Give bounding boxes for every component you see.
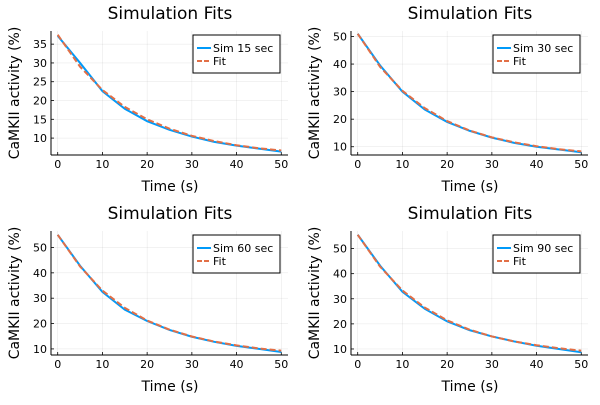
subplot-2: 0 10 20 30 40 50 10 20 30 40 50 Simulation Fits Time… [307,4,588,195]
plot-title: Simulation Fits [408,4,533,24]
legend-label: Sim 60 sec [213,242,273,255]
y-axis-label: CaMKII activity (%) [307,227,323,360]
legend-box [192,234,281,274]
y-tick-label: 40 [33,267,47,280]
x-tick-label: 30 [485,358,499,371]
x-axis-label: Time (s) [441,179,499,195]
series-line-fit [356,33,582,153]
y-axis-label: CaMKII activity (%) [7,27,23,160]
x-axis-label: Time (s) [141,179,199,195]
y-tick-label: 35 [33,38,47,51]
y-tick-label: 30 [33,292,47,305]
x-tick-label: 0 [354,358,361,371]
x-tick-label: 50 [274,158,288,171]
legend-label: Fit [513,55,527,68]
legend-label: Sim 30 sec [513,42,573,55]
x-tick-label: 50 [574,358,588,371]
legend-label: Sim 90 sec [513,242,573,255]
x-tick-label: 20 [140,158,154,171]
legend-box [492,234,581,274]
x-tick-label: 30 [185,358,199,371]
x-tick-label: 20 [440,358,454,371]
y-tick-label: 20 [33,95,47,108]
x-tick-label: 50 [274,358,288,371]
y-tick-label: 50 [33,241,47,254]
y-tick-label: 10 [333,141,347,154]
plot-title: Simulation Fits [108,4,233,24]
y-tick-label: 20 [333,113,347,126]
y-tick-label: 25 [33,76,47,89]
y-tick-label: 20 [33,318,47,331]
y-tick-label: 40 [333,58,347,71]
x-tick-label: 30 [485,158,499,171]
x-axis-label: Time (s) [141,379,199,395]
y-tick-label: 30 [333,293,347,306]
plot-title: Simulation Fits [408,204,533,224]
series-line-fit [56,34,282,152]
legend-box [192,34,281,74]
legend-label: Fit [513,255,527,268]
legend-label: Sim 15 sec [213,42,273,55]
y-tick-label: 30 [33,57,47,70]
x-tick-label: 20 [440,158,454,171]
y-tick-label: 50 [333,31,347,44]
legend-box [492,34,581,74]
y-tick-label: 40 [333,268,347,281]
x-tick-label: 50 [574,158,588,171]
x-tick-label: 0 [54,158,61,171]
x-tick-label: 10 [395,158,409,171]
y-tick-label: 30 [333,86,347,99]
y-axis-label: CaMKII activity (%) [307,27,323,160]
subplot-1: 0 10 20 30 40 50 10 15 20 25 30 35 Simulation Fits Ti… [7,4,288,195]
y-axis-label: CaMKII activity (%) [7,227,23,360]
x-tick-label: 20 [140,358,154,371]
plot-title: Simulation Fits [108,204,233,224]
y-tick-label: 10 [333,343,347,356]
x-tick-label: 0 [54,358,61,371]
x-tick-label: 40 [230,358,244,371]
y-tick-label: 15 [33,113,47,126]
x-tick-label: 10 [395,358,409,371]
x-tick-label: 40 [530,158,544,171]
y-tick-label: 10 [33,132,47,145]
series-line-fit [56,234,282,352]
legend-label: Fit [213,55,227,68]
x-tick-label: 30 [185,158,199,171]
y-tick-label: 50 [333,243,347,256]
legend-label: Fit [213,255,227,268]
x-tick-label: 0 [354,158,361,171]
y-tick-label: 20 [333,318,347,331]
subplot-3: 0 10 20 30 40 50 10 20 30 40 50 Simulation Fits Time… [7,204,288,395]
x-axis-label: Time (s) [441,379,499,395]
x-tick-label: 40 [230,158,244,171]
series-line-fit [356,234,582,352]
x-tick-label: 10 [95,158,109,171]
subplot-4: 0 10 20 30 40 50 10 20 30 40 50 Simulation Fits Time… [307,204,588,395]
x-tick-label: 10 [95,358,109,371]
x-tick-label: 40 [530,358,544,371]
y-tick-label: 10 [33,343,47,356]
